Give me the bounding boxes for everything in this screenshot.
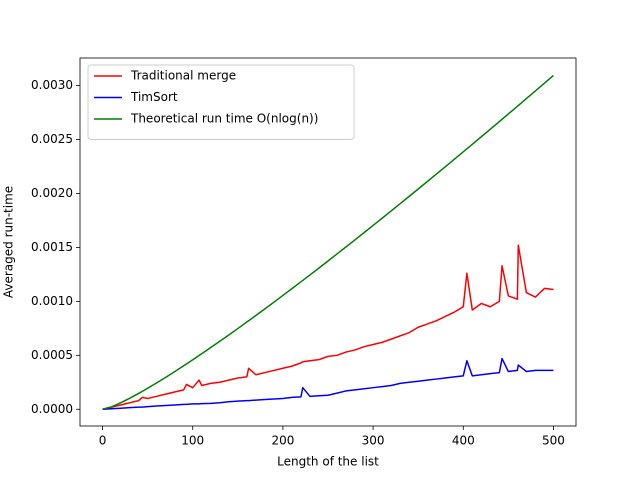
y-tick-label: 0.0030 (31, 78, 73, 92)
y-tick-label: 0.0025 (31, 132, 73, 146)
legend-box (87, 64, 355, 140)
legend-label: TimSort (130, 90, 178, 104)
series-line (102, 357, 554, 411)
x-tick-label: 300 (362, 434, 385, 448)
legend-label: Traditional merge (130, 69, 236, 83)
y-tick-label: 0.0000 (31, 402, 73, 416)
x-tick-label: 100 (181, 434, 204, 448)
x-tick-label: 200 (271, 434, 294, 448)
x-axis-label: Length of the list (277, 455, 379, 469)
y-tick-label: 0.0020 (31, 186, 73, 200)
y-tick-label: 0.0005 (31, 348, 73, 362)
y-tick-label: 0.0010 (31, 294, 73, 308)
x-tick-label: 0 (99, 434, 107, 448)
series-line (102, 74, 554, 410)
series-line (102, 244, 554, 410)
x-tick-label: 500 (542, 434, 565, 448)
x-tick-label: 400 (452, 434, 475, 448)
legend-label: Theoretical run time O(nlog(n)) (130, 112, 318, 126)
y-tick-label: 0.0015 (31, 240, 73, 254)
plot-frame (79, 57, 577, 427)
y-axis-label: Averaged run-time (2, 186, 16, 298)
